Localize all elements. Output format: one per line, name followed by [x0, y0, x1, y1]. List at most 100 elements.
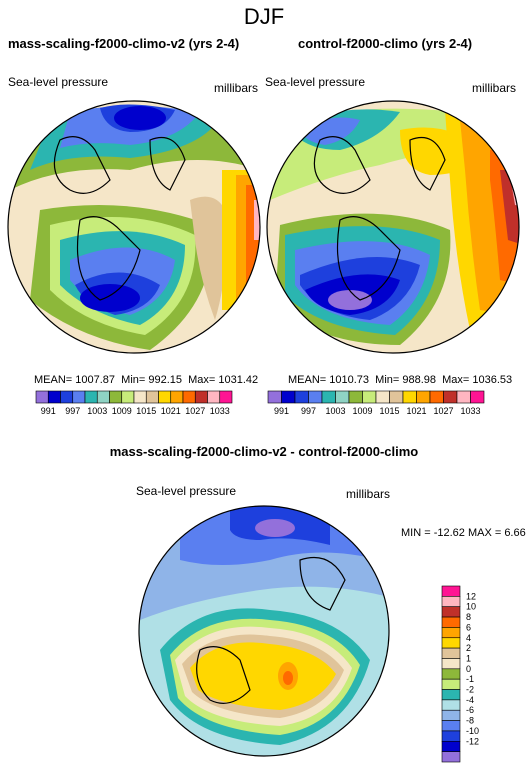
colorbar1-label-2: 1003 — [87, 406, 107, 416]
colorbar2-swatch-7 — [362, 390, 377, 404]
colorbar3-label-5: 2 — [466, 643, 471, 653]
panel1-mean: MEAN= 1007.87 — [34, 374, 116, 386]
panel2-units: millibars — [472, 81, 517, 95]
panel2-stats: MEAN= 1010.73 Min= 988.98 Max= 1036.53 — [288, 374, 512, 386]
colorbar1-swatch-14 — [207, 390, 221, 404]
colorbar3-swatch-9 — [441, 678, 461, 690]
colorbar2-swatch-13 — [443, 390, 458, 404]
colorbar3-swatch-1 — [441, 596, 461, 608]
colorbar3-label-9: -2 — [466, 685, 474, 695]
panel1-title: mass-scaling-f2000-climo-v2 (yrs 2-4) — [8, 36, 240, 51]
map-panel1 — [8, 101, 260, 353]
colorbar2-label-3: 1009 — [352, 406, 372, 416]
colorbar3-swatch-5 — [441, 637, 461, 649]
colorbar3-swatch-13 — [441, 720, 461, 732]
colorbar2-label-4: 1015 — [379, 406, 399, 416]
colorbar2-swatch-11 — [416, 390, 431, 404]
colorbar1-swatch-11 — [170, 390, 184, 404]
colorbar1-swatch-4 — [84, 390, 98, 404]
colorbar2-label-7: 1033 — [460, 406, 480, 416]
map-panel3 — [139, 506, 389, 756]
colorbar3-label-4: 4 — [466, 633, 471, 643]
colorbar2-label-5: 1021 — [406, 406, 426, 416]
colorbar1-swatch-13 — [194, 390, 208, 404]
colorbar3-label-1: 10 — [466, 602, 476, 612]
panel3-title: mass-scaling-f2000-climo-v2 - control-f2… — [109, 444, 419, 459]
colorbar1-swatch-7 — [121, 390, 135, 404]
colorbar2-swatch-15 — [470, 390, 485, 404]
panel1-variable: Sea-level pressure — [8, 75, 109, 89]
panel3-minmax: MIN = -12.62 MAX = 6.66 — [401, 527, 526, 539]
colorbar2-swatch-4 — [321, 390, 336, 404]
colorbar2-swatch-12 — [429, 390, 444, 404]
colorbar3-swatch-15 — [441, 740, 461, 752]
colorbar2-label-6: 1027 — [433, 406, 453, 416]
colorbar3-label-10: -4 — [466, 695, 474, 705]
colorbar3-swatch-14 — [441, 730, 461, 742]
colorbar-panel2: 991 997 1003 1009 1015 1021 1027 1033 — [267, 390, 485, 416]
colorbar-panel1: 991 997 1003 1009 1015 1021 1027 1033 — [35, 390, 233, 416]
colorbar1-label-4: 1015 — [136, 406, 156, 416]
colorbar2-label-1: 997 — [301, 406, 316, 416]
panel1-units: millibars — [214, 81, 259, 95]
colorbar1-swatch-2 — [60, 390, 74, 404]
colorbar2-swatch-0 — [267, 390, 282, 404]
colorbar1-swatch-12 — [182, 390, 196, 404]
colorbar3-swatch-16 — [441, 751, 461, 763]
colorbar3-swatch-0 — [441, 585, 461, 597]
colorbar1-swatch-6 — [109, 390, 123, 404]
colorbar3-label-0: 12 — [466, 591, 476, 601]
colorbar2-label-0: 991 — [274, 406, 289, 416]
colorbar1-swatch-1 — [47, 390, 61, 404]
colorbar3-label-14: -12 — [466, 736, 479, 746]
colorbar3-swatch-4 — [441, 627, 461, 639]
panel1-stats: MEAN= 1007.87 Min= 992.15 Max= 1031.42 — [34, 374, 258, 386]
colorbar1-swatch-8 — [133, 390, 147, 404]
colorbar3-swatch-11 — [441, 699, 461, 711]
panel2-title: control-f2000-climo (yrs 2-4) — [298, 36, 473, 51]
colorbar2-swatch-3 — [308, 390, 323, 404]
colorbar3-swatch-6 — [441, 647, 461, 659]
colorbar2-swatch-5 — [335, 390, 350, 404]
colorbar2-swatch-9 — [389, 390, 404, 404]
colorbar3-label-13: -10 — [466, 726, 479, 736]
panel1-min: Min= 992.15 — [121, 374, 183, 386]
panel3-variable: Sea-level pressure — [136, 484, 237, 498]
colorbar3-swatch-3 — [441, 616, 461, 628]
colorbar1-swatch-10 — [158, 390, 172, 404]
colorbar1-label-5: 1021 — [161, 406, 181, 416]
colorbar3-label-8: -1 — [466, 674, 474, 684]
colorbar3-label-11: -6 — [466, 705, 474, 715]
colorbar2-swatch-1 — [281, 390, 296, 404]
panel2-max: Max= 1036.53 — [442, 374, 513, 386]
colorbar3-swatch-7 — [441, 658, 461, 670]
colorbar2-swatch-6 — [348, 390, 363, 404]
colorbar3-label-7: 0 — [466, 664, 471, 674]
colorbar1-label-7: 1033 — [210, 406, 230, 416]
colorbar2-swatch-8 — [375, 390, 390, 404]
colorbar3-label-12: -8 — [466, 716, 474, 726]
colorbar2-label-2: 1003 — [325, 406, 345, 416]
colorbar2-swatch-2 — [294, 390, 309, 404]
colorbar3-label-6: 1 — [466, 653, 471, 663]
panel3-units: millibars — [346, 487, 391, 501]
map-panel2 — [267, 101, 519, 353]
colorbar1-swatch-5 — [96, 390, 110, 404]
panel2-variable: Sea-level pressure — [265, 75, 366, 89]
colorbar2-swatch-10 — [402, 390, 417, 404]
colorbar1-label-1: 997 — [65, 406, 80, 416]
colorbar1-label-0: 991 — [41, 406, 56, 416]
season-title: DJF — [243, 4, 285, 29]
colorbar3-label-2: 8 — [466, 612, 471, 622]
colorbar3-swatch-2 — [441, 606, 461, 618]
colorbar1-swatch-15 — [219, 390, 233, 404]
colorbar3-swatch-10 — [441, 689, 461, 701]
colorbar1-label-3: 1009 — [112, 406, 132, 416]
panel1-max: Max= 1031.42 — [188, 374, 259, 386]
colorbar1-swatch-0 — [35, 390, 49, 404]
panel2-mean: MEAN= 1010.73 — [288, 374, 370, 386]
colorbar3-swatch-12 — [441, 709, 461, 721]
colorbar3-swatch-8 — [441, 668, 461, 680]
